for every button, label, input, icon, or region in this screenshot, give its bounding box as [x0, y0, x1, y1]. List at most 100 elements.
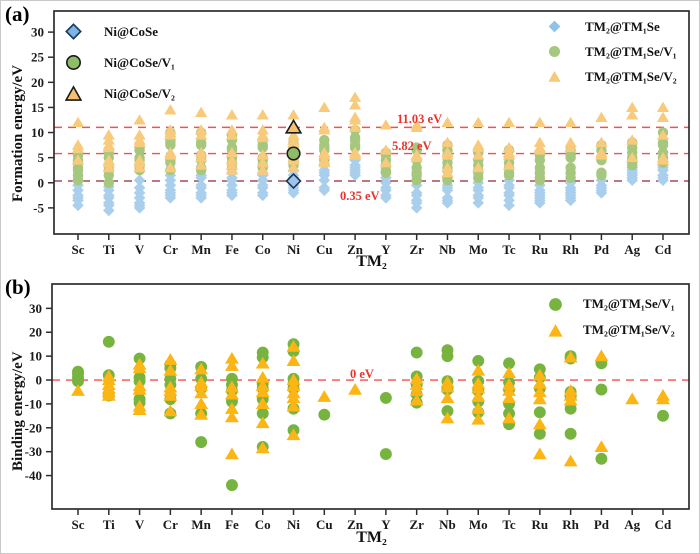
panel-a: 30 25 20 15 10 5 0 -5 Sc Ti V Cr Mn Fe Co Ni Cu Zn Y Zr Nb Mo…: [31, 10, 690, 257]
triangle-marker: [256, 164, 269, 175]
triangle-marker: [348, 382, 363, 395]
x-axis-ticks: Sc Ti V Cr Mn Fe Co Ni Cu Zn Y Zr Nb Mo Tc Ru Rh Pd Ag Cd: [72, 509, 672, 532]
svg-text:Zn: Zn: [347, 242, 364, 257]
triangle-marker: [195, 159, 208, 170]
circle-marker: [318, 408, 331, 421]
y-axis-ticks: 30 25 20 15 10 5 0 -5: [31, 25, 54, 215]
svg-text:5.82 eV: 5.82 eV: [392, 139, 432, 153]
circle-marker: [379, 448, 392, 461]
svg-text:-40: -40: [25, 468, 42, 483]
series-triangle: [71, 91, 670, 178]
circle-marker: [319, 134, 330, 146]
triangle-marker: [71, 116, 85, 128]
circle-marker: [349, 132, 361, 143]
triangle-marker: [502, 116, 516, 128]
svg-text:0.35 eV: 0.35 eV: [340, 189, 380, 203]
triangle-marker: [101, 388, 116, 401]
svg-text:V: V: [135, 517, 145, 532]
triangle-marker: [440, 411, 455, 424]
svg-text:15: 15: [31, 100, 45, 115]
svg-text:Pd: Pd: [594, 517, 610, 532]
triangle-marker: [564, 116, 577, 128]
triangle-marker: [225, 154, 239, 165]
triangle-marker: [163, 363, 178, 376]
svg-text:-30: -30: [25, 444, 42, 459]
circle-marker: [195, 137, 207, 148]
triangle-marker: [287, 161, 300, 173]
panel-a-legend-left: Ni@CoSe Ni@CoSe/V₁ Ni@CoSe/V₂: [65, 16, 175, 109]
legend-item: TM₂@TM₁Se/V₁: [548, 39, 677, 64]
svg-text:Ru: Ru: [532, 517, 549, 532]
triangle-marker: [471, 402, 486, 414]
svg-text:0: 0: [38, 175, 45, 190]
triangle-icon: [548, 70, 561, 82]
triangle-marker: [532, 447, 547, 460]
svg-text:-5: -5: [33, 200, 44, 215]
triangle-marker: [410, 149, 423, 160]
triangle-marker: [225, 146, 239, 158]
legend-item: Ni@CoSe/V₁: [65, 47, 175, 78]
triangle-marker: [409, 384, 424, 396]
triangle-marker: [286, 354, 301, 367]
triangle-marker: [256, 109, 269, 120]
circle-marker: [441, 350, 454, 363]
triangle-marker: [255, 397, 270, 410]
svg-text:20: 20: [31, 75, 44, 90]
svg-text:Ag: Ag: [624, 242, 640, 257]
triangle-marker: [564, 136, 577, 148]
legend-label: TM₂@TM₁Se: [585, 18, 660, 34]
triangle-marker: [656, 101, 670, 112]
panel-b-legend: TM₂@TM₁Se/V₁ TM₂@TM₁Se/V₂: [548, 291, 675, 343]
triangle-marker: [409, 378, 424, 390]
svg-text:Rh: Rh: [562, 242, 579, 257]
series-diamond: [72, 151, 669, 217]
legend-item: Ni@CoSe/V₂: [65, 78, 175, 109]
circle-marker: [596, 167, 607, 178]
legend-item: TM₂@TM₁Se/V₂: [548, 64, 677, 89]
triangle-marker: [318, 121, 331, 133]
legend-item: Ni@CoSe: [65, 16, 175, 47]
triangle-marker: [255, 385, 270, 398]
diamond-marker: [318, 181, 331, 194]
triangle-marker: [595, 111, 608, 123]
series-triangle: [71, 339, 670, 467]
circle-marker: [103, 177, 115, 188]
triangle-marker: [163, 404, 178, 417]
legend-label: TM₂@TM₁Se/V₂: [583, 322, 675, 337]
triangle-marker: [286, 379, 301, 392]
triangle-marker: [379, 156, 392, 168]
panel-a-label: (a): [5, 2, 30, 26]
panel-a-legend-right: TM₂@TM₁Se TM₂@TM₁Se/V₁ TM₂@TM₁Se/V₂: [548, 14, 677, 89]
x-axis-ticks: Sc Ti V Cr Mn Fe Co Ni Cu Zn Y Zr Nb Mo Tc Ru Rh Pd Ag Cd: [72, 234, 672, 257]
triangle-marker: [471, 381, 486, 394]
circle-marker: [256, 407, 269, 420]
triangle-marker: [225, 359, 239, 371]
svg-text:Zr: Zr: [409, 242, 424, 257]
triangle-marker: [255, 356, 270, 369]
svg-text:Cd: Cd: [655, 242, 672, 257]
reference-lines: [54, 126, 689, 182]
triangle-marker: [563, 454, 578, 467]
triangle-marker: [225, 410, 239, 423]
triangle-marker: [286, 373, 301, 386]
panel-b-y-axis-title: Binding energy/eV: [10, 351, 26, 471]
legend-item: TM₂@TM₁Se/V₂: [548, 317, 675, 343]
triangle-marker: [471, 390, 486, 402]
svg-text:Mn: Mn: [191, 242, 211, 257]
triangle-marker: [164, 161, 177, 173]
svg-text:Sc: Sc: [72, 517, 85, 532]
triangle-marker: [286, 399, 301, 412]
triangle-marker: [532, 385, 547, 398]
triangle-marker: [502, 141, 516, 153]
legend-label: TM₂@TM₁Se/V₁: [585, 43, 677, 59]
svg-text:Sc: Sc: [72, 242, 85, 257]
svg-text:-20: -20: [25, 420, 42, 435]
triangle-marker: [163, 388, 178, 401]
triangle-marker: [563, 393, 578, 406]
triangle-marker: [349, 91, 362, 102]
triangle-marker: [656, 111, 670, 123]
circle-marker: [564, 402, 577, 415]
triangle-marker: [225, 351, 239, 364]
axes-frame: [53, 10, 690, 235]
